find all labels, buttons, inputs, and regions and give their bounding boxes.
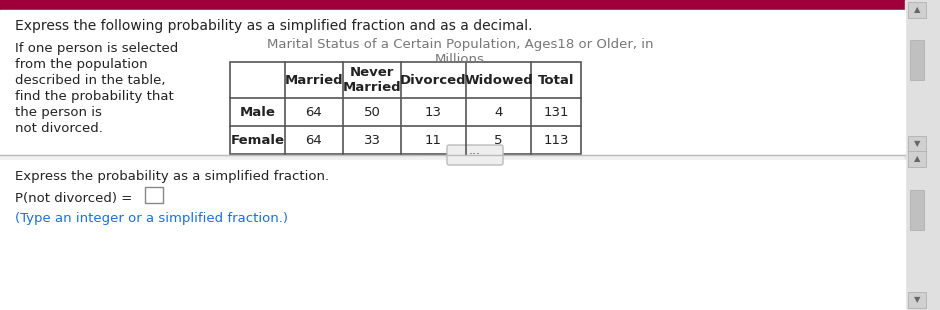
Text: described in the table,: described in the table,	[15, 74, 165, 87]
Text: ▲: ▲	[914, 154, 920, 163]
Text: If one person is selected: If one person is selected	[15, 42, 179, 55]
Text: ▲: ▲	[914, 6, 920, 15]
Bar	[908, 151, 926, 167]
Bar	[908, 2, 926, 18]
Bar	[0, 160, 905, 310]
Text: not divorced.: not divorced.	[15, 122, 102, 135]
Text: 64: 64	[306, 134, 322, 147]
Text: Female: Female	[230, 134, 285, 147]
Text: 50: 50	[364, 105, 381, 118]
Text: Widowed: Widowed	[464, 73, 533, 86]
Text: find the probability that: find the probability that	[15, 90, 174, 103]
Text: Married: Married	[285, 73, 343, 86]
Text: Male: Male	[240, 105, 275, 118]
Text: 113: 113	[543, 134, 569, 147]
Text: ···: ···	[469, 148, 481, 162]
Text: 5: 5	[494, 134, 503, 147]
Bar	[908, 136, 926, 152]
Bar	[908, 292, 926, 308]
Bar	[905, 0, 940, 310]
Text: 4: 4	[494, 105, 503, 118]
Text: 13: 13	[425, 105, 442, 118]
Text: Total: Total	[538, 73, 574, 86]
Text: 33: 33	[364, 134, 381, 147]
Text: 64: 64	[306, 105, 322, 118]
Text: ▼: ▼	[914, 140, 920, 148]
Text: P(not divorced) =: P(not divorced) =	[15, 192, 133, 205]
Text: the person is: the person is	[15, 106, 102, 119]
Bar	[910, 190, 924, 230]
Bar	[910, 40, 924, 80]
Bar	[145, 187, 163, 203]
Text: ▼: ▼	[914, 295, 920, 304]
Bar	[0, 0, 920, 10]
Text: Marital Status of a Certain Population, Ages18 or Older, in: Marital Status of a Certain Population, …	[267, 38, 653, 51]
Text: 131: 131	[543, 105, 569, 118]
Bar	[230, 62, 581, 154]
Bar	[0, 10, 905, 155]
Text: 11: 11	[425, 134, 442, 147]
Text: Never
Married: Never Married	[343, 66, 401, 94]
Text: Divorced: Divorced	[400, 73, 467, 86]
Text: Express the following probability as a simplified fraction and as a decimal.: Express the following probability as a s…	[15, 19, 532, 33]
Text: from the population: from the population	[15, 58, 148, 71]
Text: Millions: Millions	[435, 53, 485, 66]
Text: (Type an integer or a simplified fraction.): (Type an integer or a simplified fractio…	[15, 212, 288, 225]
FancyBboxPatch shape	[447, 145, 503, 165]
Text: Express the probability as a simplified fraction.: Express the probability as a simplified …	[15, 170, 329, 183]
